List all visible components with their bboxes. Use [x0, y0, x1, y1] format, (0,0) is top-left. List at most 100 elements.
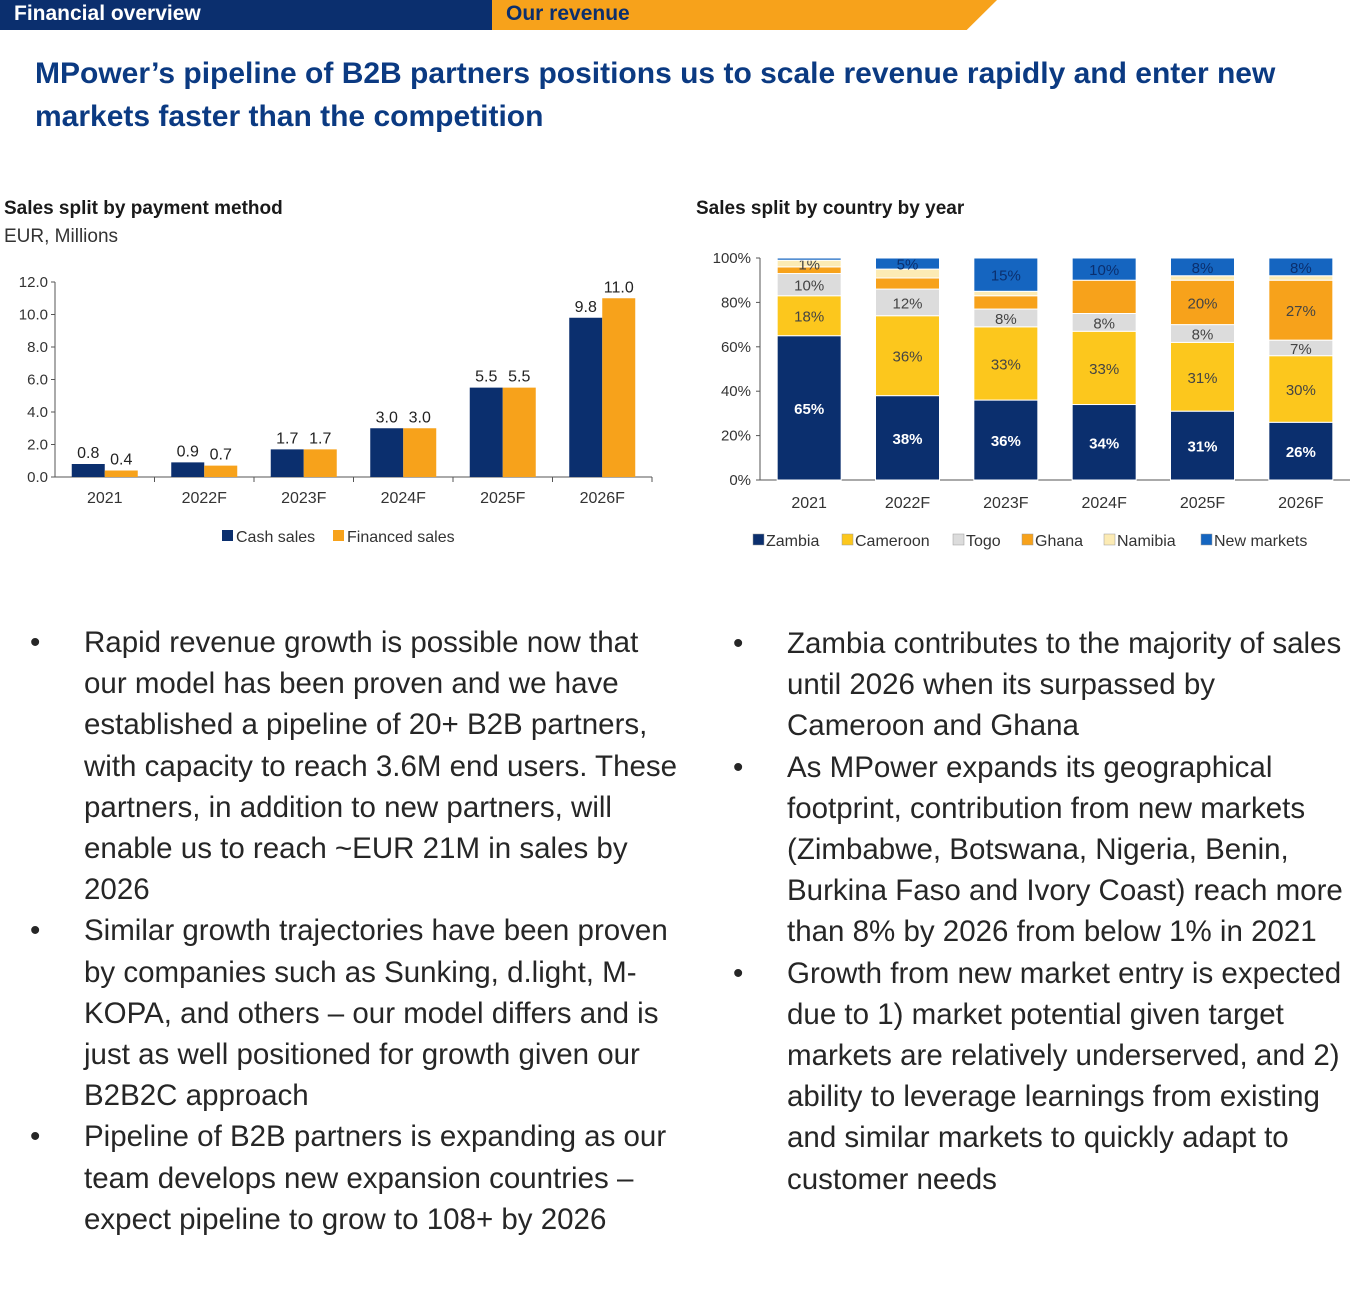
legend-label: Zambia — [766, 533, 819, 550]
stacked-segment — [1170, 410, 1235, 481]
y-tick-label: 20% — [721, 428, 751, 445]
bar-value-label: 3.0 — [376, 409, 398, 426]
bar — [569, 317, 603, 477]
stacked-segment — [1071, 279, 1137, 314]
tab-our-revenue[interactable]: Our revenue — [492, 0, 997, 30]
list-item: Zambia contributes to the majority of sa… — [733, 623, 1356, 747]
bar-value-label: 5.5 — [508, 369, 530, 386]
legend-label: Financed sales — [347, 529, 455, 546]
y-tick-label: 60% — [721, 339, 751, 356]
segment-label: 20% — [1187, 295, 1217, 312]
stacked-segment — [973, 295, 1039, 310]
x-tick-label: 2023F — [281, 490, 327, 507]
legend-swatch — [1200, 533, 1213, 546]
legend-swatch — [841, 533, 854, 546]
segment-label: 33% — [991, 356, 1021, 373]
x-tick-label: 2024F — [381, 490, 427, 507]
bar-value-label: 0.9 — [177, 443, 199, 460]
x-tick-label: 2023F — [983, 495, 1029, 512]
legend-label: Togo — [966, 533, 1001, 550]
segment-label: 7% — [1290, 341, 1312, 358]
x-tick-label: 2026F — [580, 490, 626, 507]
segment-label: 34% — [1089, 435, 1119, 452]
stacked-segment — [875, 257, 940, 270]
segment-label: 8% — [995, 311, 1017, 328]
bar — [370, 428, 404, 477]
tab-financial-overview[interactable]: Financial overview — [0, 0, 492, 30]
bar-value-label: 9.8 — [575, 299, 597, 316]
bar-value-label: 0.4 — [110, 452, 132, 469]
tab-our-revenue-label: Our revenue — [506, 2, 630, 25]
tab-financial-overview-label: Financial overview — [14, 2, 201, 25]
segment-label: 31% — [1187, 439, 1217, 456]
bar — [71, 464, 105, 477]
stacked-segment — [875, 277, 940, 290]
x-tick-label: 2021 — [87, 490, 123, 507]
stacked-segment — [776, 257, 842, 261]
legend-swatch — [1103, 533, 1116, 546]
list-item: As MPower expands its geographical footp… — [733, 747, 1356, 953]
stacked-segment — [973, 399, 1039, 481]
x-tick-label: 2024F — [1081, 495, 1127, 512]
segment-label: 8% — [1192, 326, 1214, 343]
y-tick-label: 0.0 — [27, 469, 48, 486]
legend-swatch — [1021, 533, 1034, 546]
segment-label: 33% — [1089, 361, 1119, 378]
y-tick-label: 6.0 — [27, 372, 48, 389]
x-tick-label: 2022F — [885, 495, 931, 512]
chart2-title: Sales split by country by year — [696, 198, 965, 219]
bar — [303, 449, 337, 477]
segment-label: 5% — [897, 257, 919, 274]
bar — [104, 470, 138, 477]
segment-label: 26% — [1286, 444, 1316, 461]
stacked-segment — [1268, 279, 1334, 341]
segment-label: 31% — [1187, 370, 1217, 387]
page-title: MPower’s pipeline of B2B partners positi… — [35, 57, 1276, 133]
segment-label: 36% — [991, 433, 1021, 450]
x-tick-label: 2025F — [480, 490, 526, 507]
y-tick-label: 100% — [713, 250, 751, 267]
bar-value-label: 0.7 — [210, 447, 232, 464]
country-split-chart: 0% 20% 40% 60% 80% 100% 2021 65% 18% 10% 1% 2022F 38… — [713, 250, 1350, 550]
legend-swatch — [952, 533, 965, 546]
x-tick-label: 2022F — [182, 490, 228, 507]
stacked-segment — [1071, 257, 1137, 281]
segment-label: 18% — [794, 309, 824, 326]
y-tick-label: 8.0 — [27, 339, 48, 356]
stacked-segment — [1071, 330, 1137, 406]
list-item: Rapid revenue growth is possible now tha… — [30, 622, 678, 910]
y-tick-label: 10.0 — [19, 307, 48, 324]
x-tick-label: 2021 — [791, 495, 827, 512]
bar — [502, 387, 536, 477]
legend-label: Namibia — [1117, 533, 1176, 550]
segment-label: 10% — [794, 278, 824, 295]
segment-label: 38% — [892, 431, 922, 448]
stacked-segment — [875, 395, 940, 481]
chart1-title: Sales split by payment method — [4, 198, 283, 219]
bar-value-label: 11.0 — [604, 279, 634, 296]
y-tick-label: 2.0 — [27, 437, 48, 454]
chart1-subtitle: EUR, Millions — [4, 226, 119, 247]
bar — [469, 387, 503, 477]
stacked-segment — [1268, 257, 1334, 277]
segment-label: 8% — [1093, 315, 1115, 332]
y-tick-label: 12.0 — [19, 274, 48, 291]
y-tick-label: 0% — [729, 472, 751, 489]
left-bullet-list: Rapid revenue growth is possible now tha… — [30, 622, 678, 1240]
stacked-segment — [1170, 257, 1235, 277]
bar-value-label: 3.0 — [409, 409, 431, 426]
y-tick-label: 40% — [721, 383, 751, 400]
legend-swatch — [222, 530, 233, 541]
legend-swatch — [333, 530, 344, 541]
stacked-segment — [875, 315, 940, 397]
legend-label: Cameroon — [855, 533, 930, 550]
section-header-bar: Financial overview Our revenue — [0, 0, 1360, 30]
segment-label: 15% — [991, 268, 1021, 285]
segment-label: 10% — [1089, 262, 1119, 279]
stacked-segment — [1071, 404, 1137, 481]
segment-label: 30% — [1286, 382, 1316, 399]
segment-label: 12% — [892, 295, 922, 312]
bar-value-label: 1.7 — [309, 430, 331, 447]
legend-label: Ghana — [1035, 533, 1083, 550]
segment-label: 1% — [798, 257, 820, 274]
